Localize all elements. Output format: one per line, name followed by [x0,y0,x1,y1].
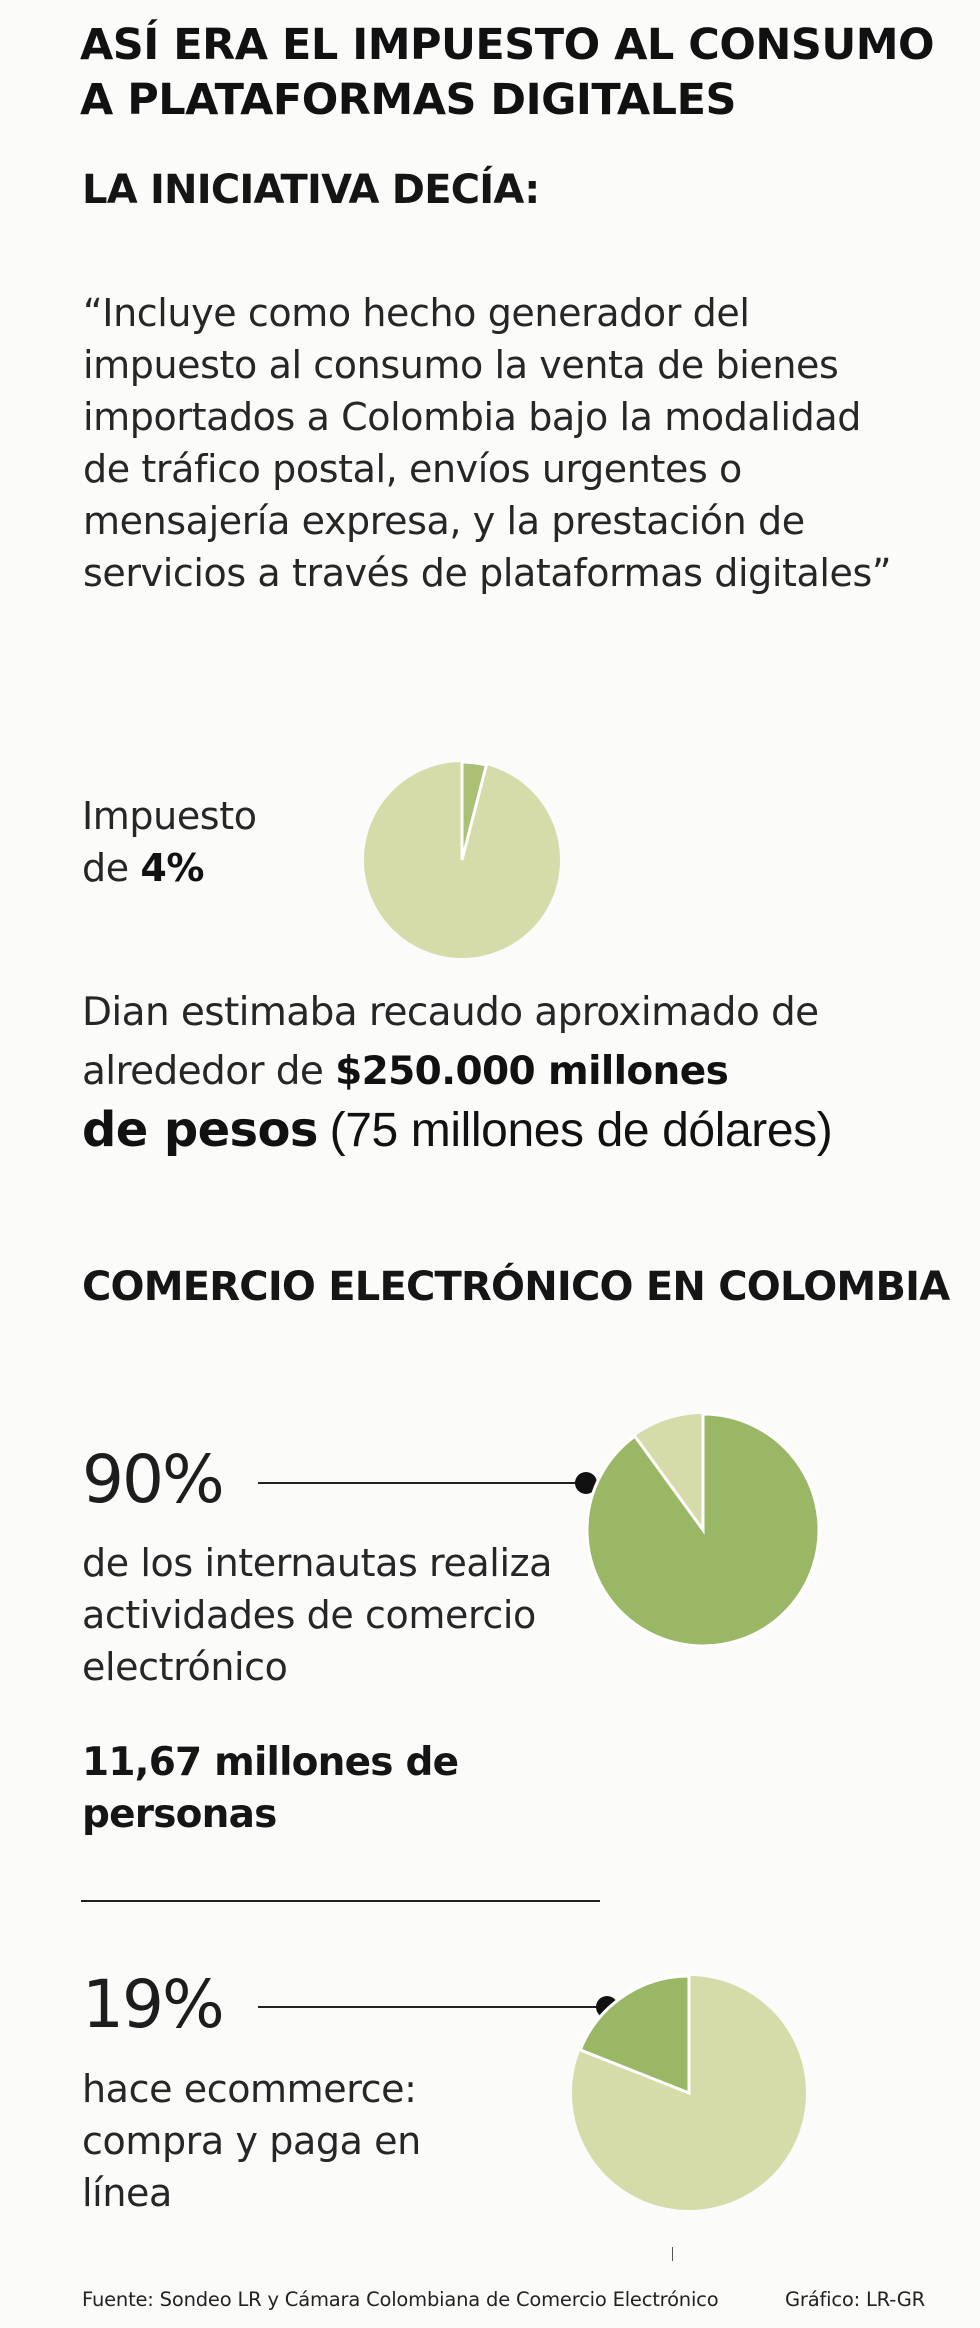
revenue-estimate: Dian estimaba recaudo aproximado de alre… [82,983,932,1163]
tax-label: Impuesto de 4% [82,790,257,894]
tax-pie-chart [364,760,560,958]
revenue-usd: (75 millones de dólares) [329,1104,833,1157]
main-title-line-1: ASÍ ERA EL IMPUESTO AL CONSUMO [80,20,935,70]
footer-credit: Gráfico: LR-GR [785,2288,926,2311]
ecommerce-users-pie-chart [585,1412,821,1648]
pie2-value-slice [578,1974,691,2096]
revenue-amount: $250.000 millones [335,1049,729,1094]
tax-rate: 4% [140,846,205,890]
stat1-people-count: 11,67 millones de personas [82,1740,459,1837]
tick-mark [672,2247,673,2261]
stat1-leader-line [258,1482,586,1484]
revenue-amount-suffix: de pesos [82,1102,318,1158]
footer-source: Fuente: Sondeo LR y Cámara Colombiana de… [82,2288,719,2311]
stat2-leader-line [258,2006,606,2008]
initiative-heading: LA INICIATIVA DECÍA: [82,167,540,213]
ecommerce-purchase-pie-chart [572,1974,806,2210]
stat-internet-users-percent: 90% [82,1441,225,1518]
section-divider [81,1900,600,1902]
ecommerce-heading: COMERCIO ELECTRÓNICO EN COLOMBIA [82,1264,950,1310]
tax-pie-rate-slice [460,760,489,861]
stat-online-purchase-percent: 19% [82,1966,225,2043]
tax-label-prefix: de [82,846,129,890]
stat2-description: hace ecommerce: compra y paga en línea [82,2067,421,2215]
initiative-quote: “Incluye como hecho generador del impues… [83,291,892,595]
revenue-prefix: Dian estimaba recaudo aproximado de alre… [82,990,819,1094]
tax-label-line1: Impuesto [82,794,257,838]
pie1-value-slice [585,1412,821,1648]
stat1-description: de los internautas realiza actividades d… [82,1541,553,1689]
main-title-line-2: A PLATAFORMAS DIGITALES [80,75,736,125]
stat1-leader-dot [575,1472,597,1494]
